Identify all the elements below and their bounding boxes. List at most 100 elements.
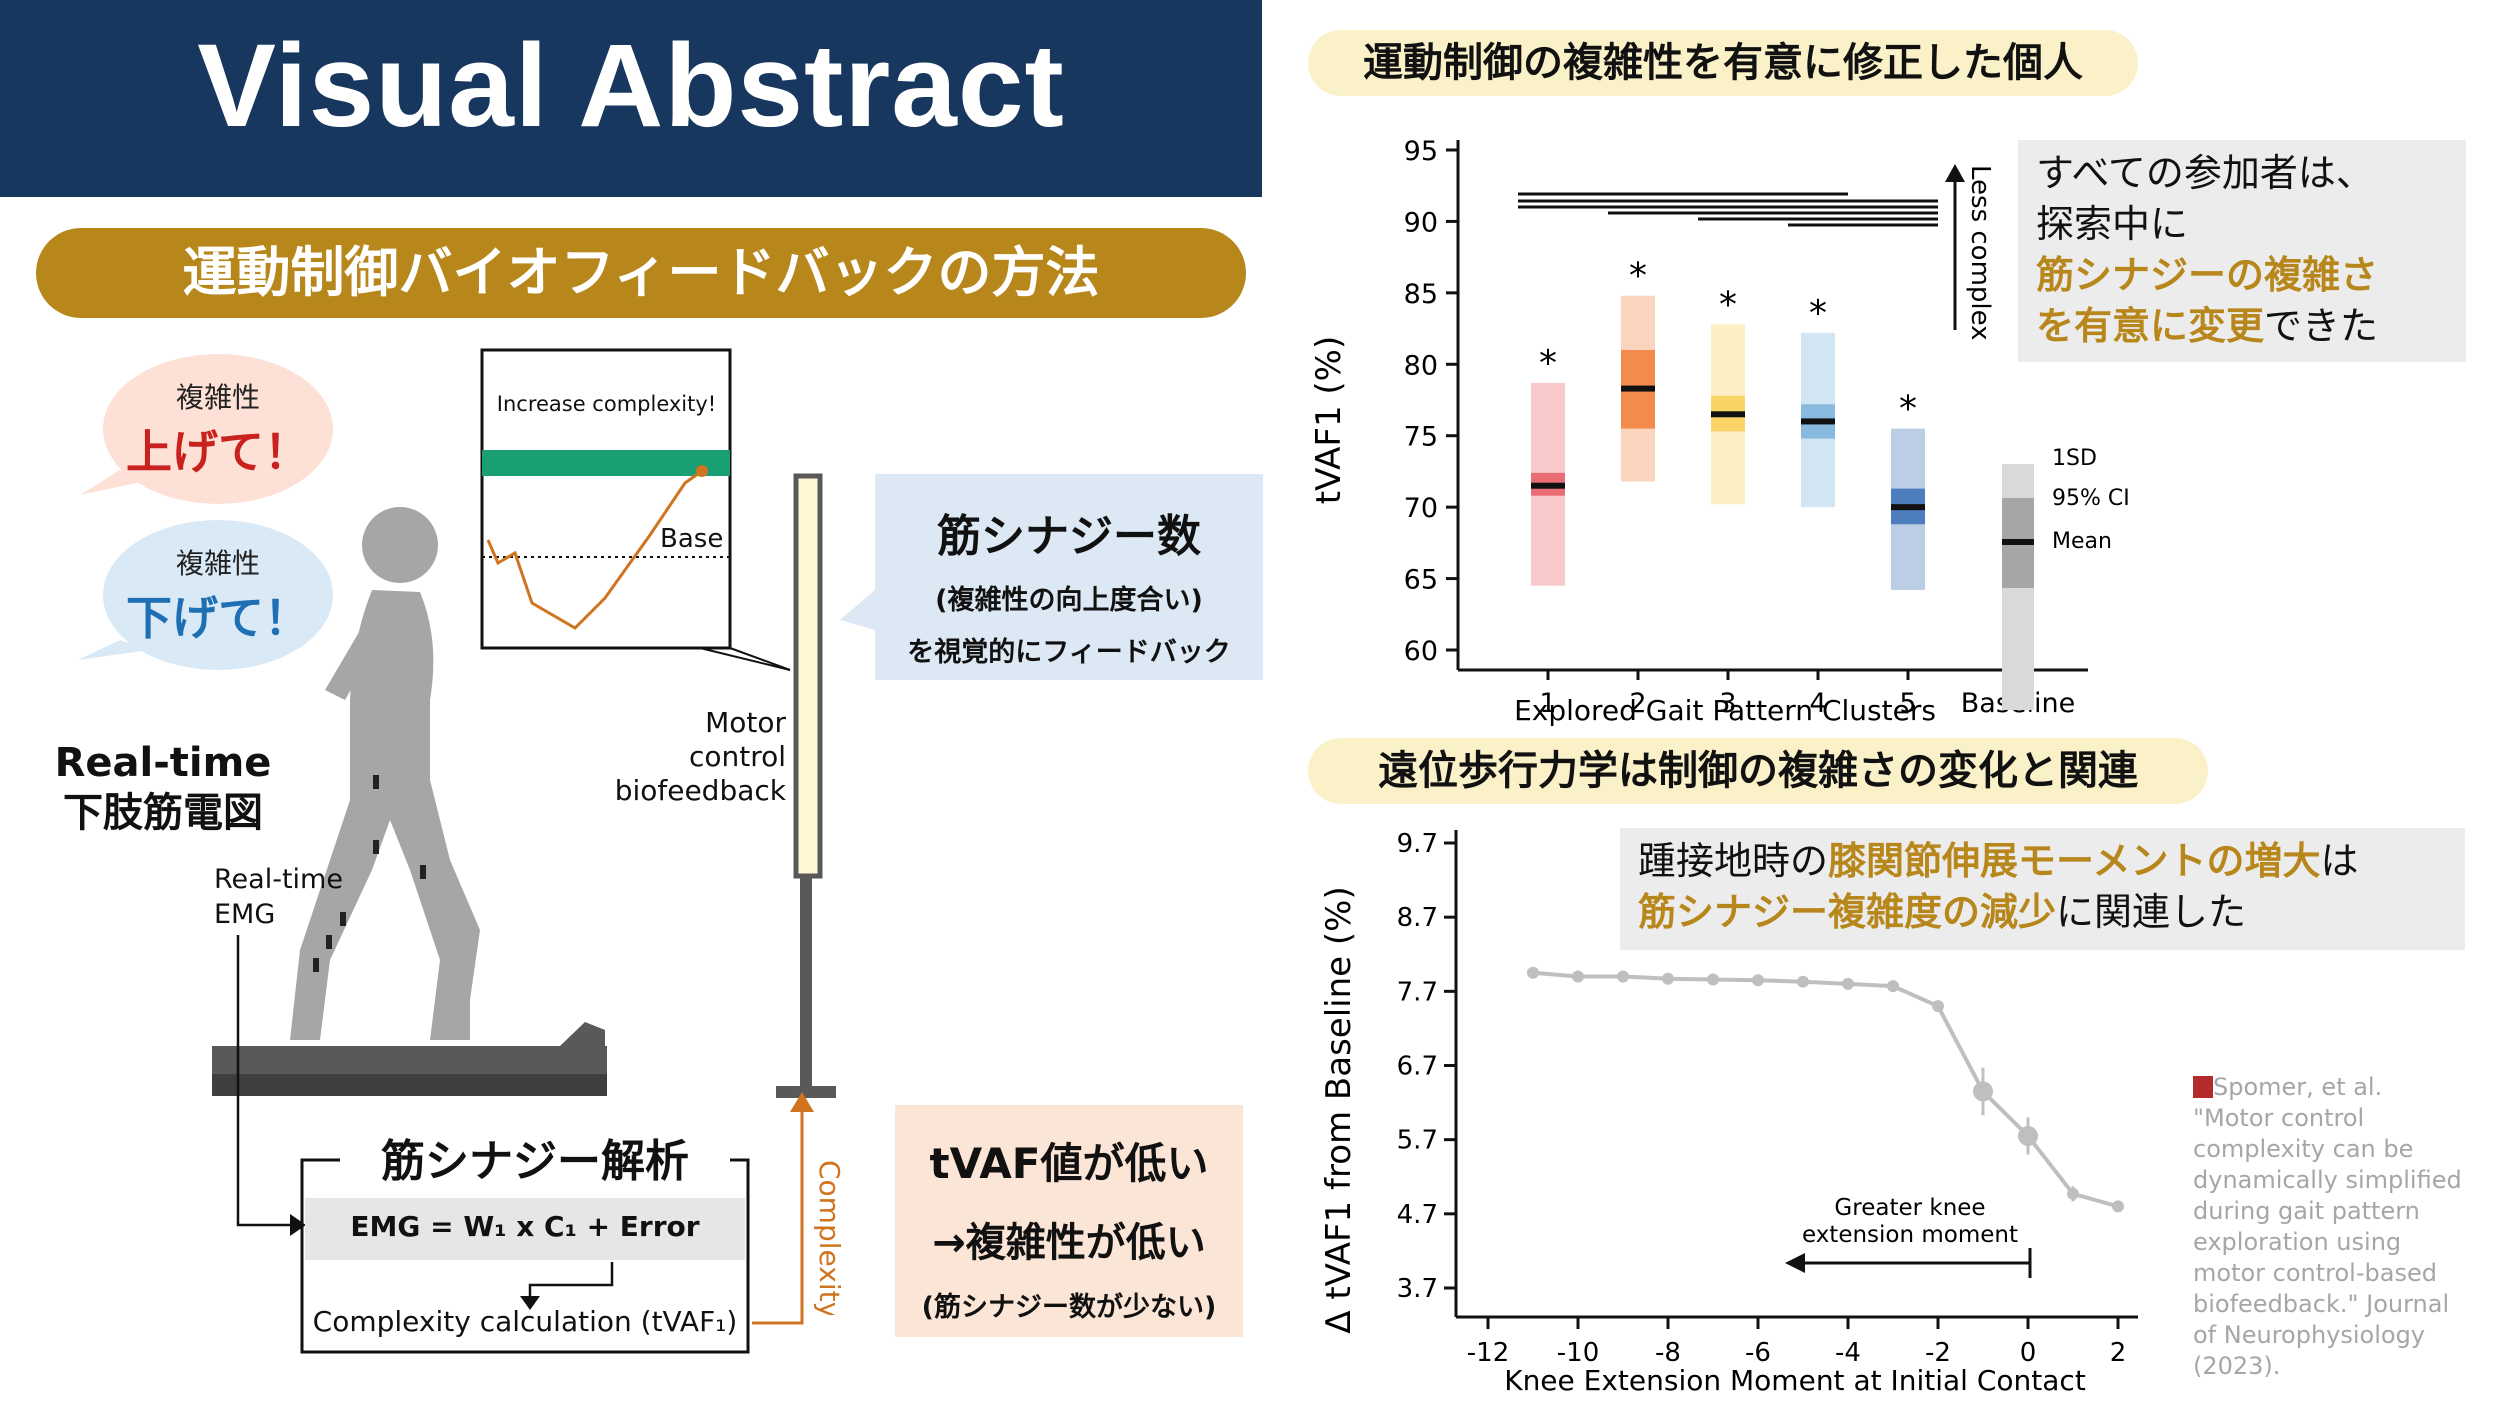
page-title: Visual Abstract <box>197 20 1065 152</box>
chart1-ytick-label: 65 <box>1404 565 1438 596</box>
citation: Spomer, et al. "Motor control complexity… <box>2193 1073 2462 1380</box>
synergy-subtitle-2: を視覚的にフィードバック <box>907 637 1231 668</box>
chart2-xtick-label: -12 <box>1467 1338 1509 1368</box>
chart1-ytick-label: 85 <box>1404 279 1438 310</box>
bubble-decrease-small: 複雑性 <box>175 547 260 580</box>
tvaf-line-3: (筋シナジー数が少ない) <box>921 1292 1217 1323</box>
legend-ci: 95% CI <box>2052 486 2130 511</box>
chart2-xtick-label: 0 <box>2020 1338 2037 1368</box>
chart2-xtick-label: -8 <box>1655 1338 1681 1368</box>
chart2-ytick-label: 9.7 <box>1397 829 1438 859</box>
method-section-title: 運動制御バイオフィードバックの方法 <box>36 228 1246 318</box>
significance-star: * <box>1539 343 1557 384</box>
chart1-xtick-label: 4 <box>1809 688 1826 719</box>
chart2-ytick-label: 4.7 <box>1397 1200 1438 1230</box>
greater-knee-label-1: Greater knee <box>1834 1195 1985 1221</box>
greater-knee-label-2: extension moment <box>1802 1222 2018 1248</box>
chart2-ytick-label: 3.7 <box>1397 1274 1438 1304</box>
synergy-feedback-box <box>875 474 1263 680</box>
chart1-legend: 1SD 95% CI Mean <box>2002 446 2130 710</box>
data-point <box>2112 1200 2124 1213</box>
chart1-ytick-label: 60 <box>1404 636 1438 667</box>
data-point <box>1572 970 1584 983</box>
chart1-xlabel: Explored Gait Pattern Clusters <box>1514 694 1936 727</box>
synergy-title: 筋シナジー数 <box>937 511 1201 562</box>
complexity-calculation: Complexity calculation (tVAF₁) <box>312 1305 738 1338</box>
significance-star: * <box>1629 256 1647 297</box>
result2-section-title: 遠位歩行力学は制御の複雑さの変化と関連 <box>1308 738 2208 804</box>
chart2-ytick-label: 5.7 <box>1397 1126 1438 1156</box>
significance-star: * <box>1809 293 1827 334</box>
data-point <box>1527 966 1539 979</box>
result1-note: すべての参加者は、 探索中に 筋シナジーの複雑さ を有意に変更できた <box>2018 140 2466 362</box>
result2-note: 踵接地時の膝関節伸展モーメントの増大は 筋シナジー複雑度の減少に関連した <box>1620 828 2465 950</box>
data-point <box>2067 1187 2079 1200</box>
mean-line <box>1801 418 1835 425</box>
chart2-ytick-label: 8.7 <box>1397 903 1438 933</box>
significance-star: * <box>1899 389 1917 430</box>
realtime-emg-label: Real-time EMG <box>214 864 343 930</box>
chart1-xtick-label: 2 <box>1629 688 1646 719</box>
data-point <box>1842 977 1854 990</box>
synergy-analysis-title: 筋シナジー解析 <box>340 1125 730 1189</box>
chart2-ylabel: Δ tVAF1 from Baseline (%) <box>1319 886 1359 1333</box>
bubble-increase-small: 複雑性 <box>175 381 260 414</box>
data-point <box>1797 975 1809 988</box>
legend-mean-line <box>2002 539 2034 545</box>
method-illustration <box>78 348 875 1354</box>
tvaf-line-2: →複雑性が低い <box>932 1220 1206 1266</box>
chart2-ytick-label: 6.7 <box>1397 1052 1438 1082</box>
chart1-ylabel: tVAF1 (%) <box>1309 336 1349 505</box>
data-point <box>1707 973 1719 986</box>
result1-section-title: 運動制御の複雑性を有意に修正した個人 <box>1308 30 2138 96</box>
mean-line <box>1531 482 1565 489</box>
chart1-ytick-label: 95 <box>1404 136 1438 167</box>
tvaf-explanation-box <box>895 1105 1243 1337</box>
bubble-increase-big: 上げて！ <box>126 425 310 479</box>
mean-line <box>1621 385 1655 392</box>
tvaf-cluster-chart: 606570758085909512345Baseline ***** tVAF… <box>1309 136 2130 727</box>
chart2-xtick-label: -10 <box>1557 1338 1599 1368</box>
knee-moment-chart: 3.7 4.7 5.7 6.7 7.7 8.7 9.7 -12 -10 -8 -6 -4 -2 0 2 Δ … <box>1319 829 2138 1397</box>
chart1-xtick-label: 3 <box>1719 688 1736 719</box>
complexity-score-label: Complexity score <box>813 1160 846 1315</box>
svg-text:Complexity score: Complexity score <box>813 1160 846 1315</box>
less-complex-label: Less complex <box>1965 165 1995 341</box>
chart1-ytick-label: 90 <box>1404 207 1438 238</box>
bubble-decrease: 複雑性 下げて！ <box>103 520 333 670</box>
legend-mean: Mean <box>2052 529 2112 554</box>
walking-person-icon <box>290 507 480 1040</box>
chart1-ytick-label: 75 <box>1404 422 1438 453</box>
chart1-ytick-label: 70 <box>1404 493 1438 524</box>
base-label: Base <box>660 524 724 554</box>
chart2-xtick-label: -2 <box>1925 1338 1951 1368</box>
tvaf-line-1: tVAF値が低い <box>929 1139 1209 1188</box>
emg-formula: EMG = W₁ x C₁ + Error <box>350 1210 700 1243</box>
data-point <box>1617 970 1629 983</box>
chart1-xtick-label: 1 <box>1539 688 1556 719</box>
chart1-ytick-label: 80 <box>1404 350 1438 381</box>
chart2-series-line <box>1532 970 2119 1209</box>
data-point <box>1887 980 1899 993</box>
significance-star: * <box>1719 284 1737 325</box>
motor-control-biofeedback-label: Motor control biofeedback <box>614 706 786 807</box>
title-banner <box>0 0 1262 197</box>
legend-sd: 1SD <box>2052 446 2097 471</box>
chart2-xtick-label: 2 <box>2110 1338 2127 1368</box>
data-point <box>2018 1125 2038 1146</box>
chart2-ytick-label: 7.7 <box>1397 977 1438 1007</box>
chart2-xlabel: Knee Extension Moment at Initial Contact <box>1504 1364 2086 1397</box>
increase-complexity-label: Increase complexity! <box>496 392 717 416</box>
mean-line <box>1711 411 1745 418</box>
treadmill-icon <box>212 1022 607 1096</box>
synergy-subtitle-1: (複雑性の向上度合い) <box>935 585 1203 616</box>
formula-background <box>305 1198 745 1260</box>
data-point <box>1932 1000 1944 1013</box>
realtime-emg-title: Real-time 下肢筋電図 <box>54 740 272 836</box>
data-point <box>1752 974 1764 987</box>
book-icon <box>2193 1076 2213 1098</box>
chart2-xtick-label: -6 <box>1745 1338 1771 1368</box>
bubble-decrease-big: 下げて！ <box>126 591 310 645</box>
data-point <box>1662 972 1674 985</box>
chart2-xtick-label: -4 <box>1835 1338 1861 1368</box>
